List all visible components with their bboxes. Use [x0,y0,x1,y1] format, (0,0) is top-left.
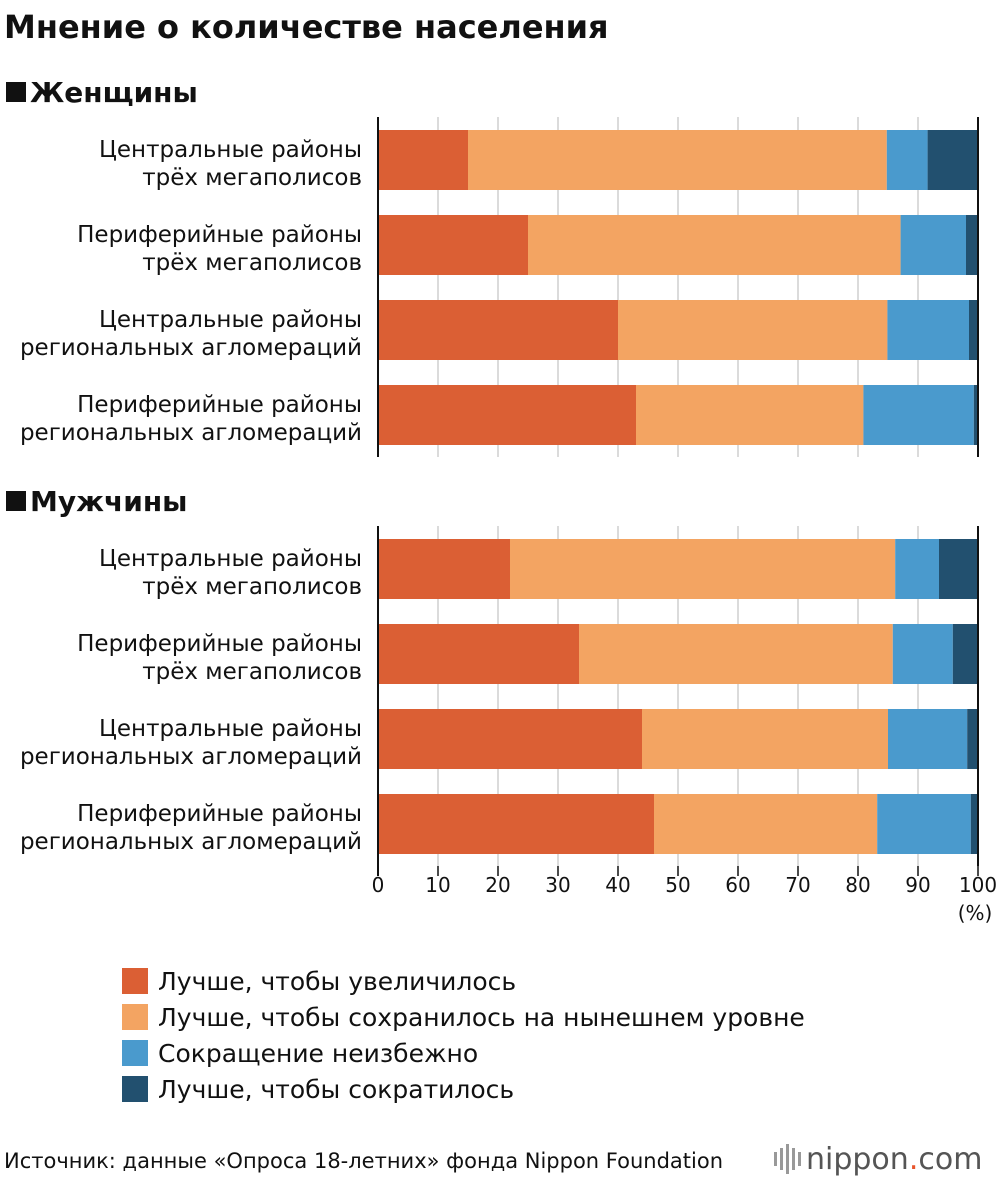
legend-swatch [122,1004,148,1030]
category-label: Центральные районы региональных агломерац… [20,307,362,361]
bar-segment [877,794,971,854]
x-tick-label: 80 [845,873,870,897]
category-label: Периферийные районы региональных агломера… [20,392,362,446]
x-tick-label: 100 [959,873,997,897]
bar-segment [895,539,939,599]
bar-segment [888,709,968,769]
bar-segment [636,385,864,445]
x-tick-label: 0 [372,873,385,897]
category-label: Периферийные районы региональных агломера… [20,801,362,855]
bar-segment [973,385,978,445]
legend-label: Лучше, чтобы увеличилось [158,967,516,996]
bar-segment [642,709,888,769]
bars [378,130,978,854]
brand-dot: . [909,1142,919,1177]
brand-name: nippon [806,1142,909,1177]
x-tick-label: 40 [605,873,630,897]
category-label: Периферийные районы трёх мегаполисов [77,631,362,685]
bar-segment [863,385,974,445]
x-tick-label: 90 [905,873,930,897]
legend: Лучше, чтобы увеличилось Лучше, чтобы сох… [122,967,805,1104]
source-note: Источник: данные «Опроса 18-летних» фонд… [4,1149,723,1173]
bar-segment [952,624,978,684]
bar-segment [579,624,893,684]
legend-label: Лучше, чтобы сократилось [158,1075,514,1104]
x-tick-label: 50 [665,873,690,897]
category-label: Центральные районы региональных агломерац… [20,716,362,770]
bar-segment [378,300,618,360]
brand-bars-icon [774,1144,801,1174]
bar-segment [966,215,978,275]
legend-swatch [122,1076,148,1102]
x-tick-label: 10 [425,873,450,897]
bar-segment [939,539,978,599]
bar-segment [378,539,510,599]
legend-swatch [122,968,148,994]
bar-segment [468,130,887,190]
x-axis: 0 10 20 30 40 50 60 70 80 90 100 [372,117,997,897]
bar-segment [378,794,654,854]
bar-segment [886,130,928,190]
bar-segment [967,709,978,769]
bar-segment [378,624,579,684]
unit-label: (%) [958,901,993,925]
group-header: Мужчины [30,485,188,518]
legend-label: Сокращение неизбежно [158,1039,478,1068]
bar-segment [969,300,978,360]
category-label: Центральные районы трёх мегаполисов [99,546,362,600]
x-tick-label: 20 [485,873,510,897]
brand-suffix: com [918,1142,982,1177]
bar-segment [900,215,966,275]
bar-segment [378,215,528,275]
bar-segment [927,130,978,190]
x-tick-label: 60 [725,873,750,897]
x-tick-label: 30 [545,873,570,897]
svg-text:nippon.com: nippon.com [806,1142,982,1177]
bar-segment [378,130,468,190]
category-label: Центральные районы трёх мегаполисов [99,137,362,191]
group-header-square-icon [6,82,26,102]
brand-logo: nippon.com [774,1142,982,1177]
bar-segment [654,794,878,854]
bar-segment [510,539,896,599]
group-header-square-icon [6,491,26,511]
category-labels: Женщины Центральные районы трёх мегаполисо… [6,76,362,855]
bar-segment [892,624,953,684]
chart-title: Мнение о количестве населения [4,8,609,46]
legend-label: Лучше, чтобы сохранилось на нынешнем уро… [158,1003,805,1032]
bar-segment [378,709,642,769]
x-tick-label: 70 [785,873,810,897]
bar-segment [528,215,901,275]
category-label: Периферийные районы трёх мегаполисов [77,222,362,276]
bar-segment [970,794,978,854]
bar-segment [887,300,969,360]
bar-segment [618,300,888,360]
bar-segment [378,385,636,445]
legend-swatch [122,1040,148,1066]
group-header: Женщины [30,76,198,109]
